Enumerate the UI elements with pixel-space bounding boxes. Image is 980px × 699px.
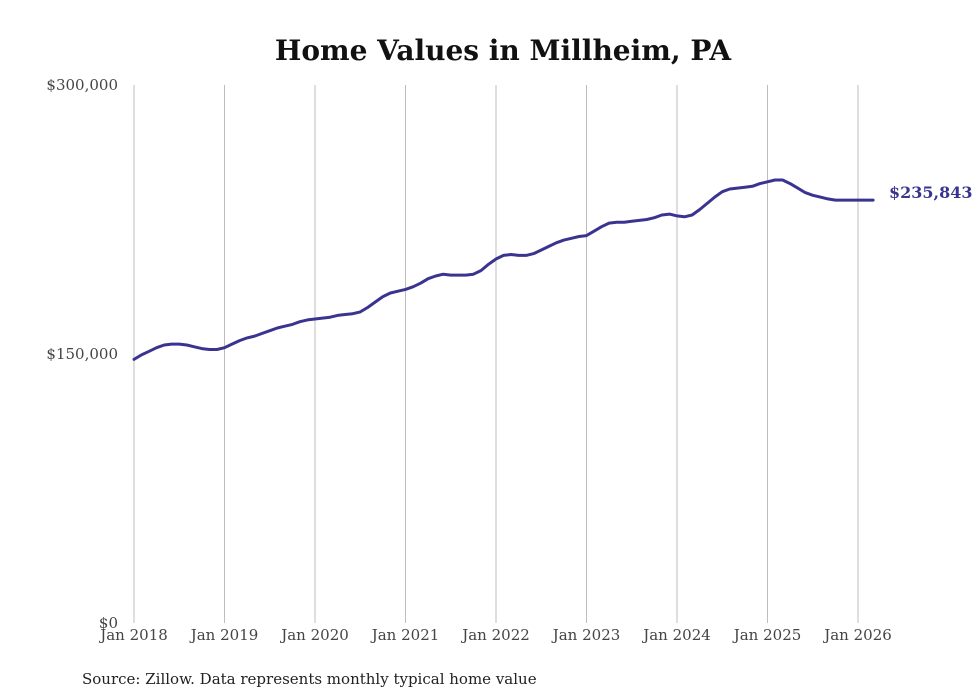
y-tick-label: $300,000 xyxy=(46,76,118,94)
x-tick-label: Jan 2021 xyxy=(370,626,440,644)
x-tick-label: Jan 2026 xyxy=(822,626,892,644)
x-tick-label: Jan 2020 xyxy=(279,626,349,644)
y-tick-label: $150,000 xyxy=(46,345,118,363)
x-tick-label: Jan 2023 xyxy=(551,626,621,644)
x-tick-label: Jan 2018 xyxy=(98,626,168,644)
x-tick-label: Jan 2019 xyxy=(189,626,259,644)
x-axis-ticks: Jan 2018 Jan 2019 Jan 2020 Jan 2021 Jan 2022… xyxy=(98,626,892,644)
chart-title: Home Values in Millheim, PA xyxy=(275,34,733,67)
latest-value-label: $235,843 xyxy=(889,183,973,202)
y-axis-ticks: $0 $150,000 $300,000 xyxy=(46,76,118,632)
gridlines xyxy=(133,85,859,623)
x-tick-label: Jan 2022 xyxy=(460,626,530,644)
x-tick-label: Jan 2024 xyxy=(641,626,711,644)
source-note: Source: Zillow. Data represents monthly … xyxy=(82,670,537,688)
home-value-line xyxy=(132,178,875,361)
x-tick-label: Jan 2025 xyxy=(732,626,802,644)
y-tick-label: $0 xyxy=(99,614,118,632)
